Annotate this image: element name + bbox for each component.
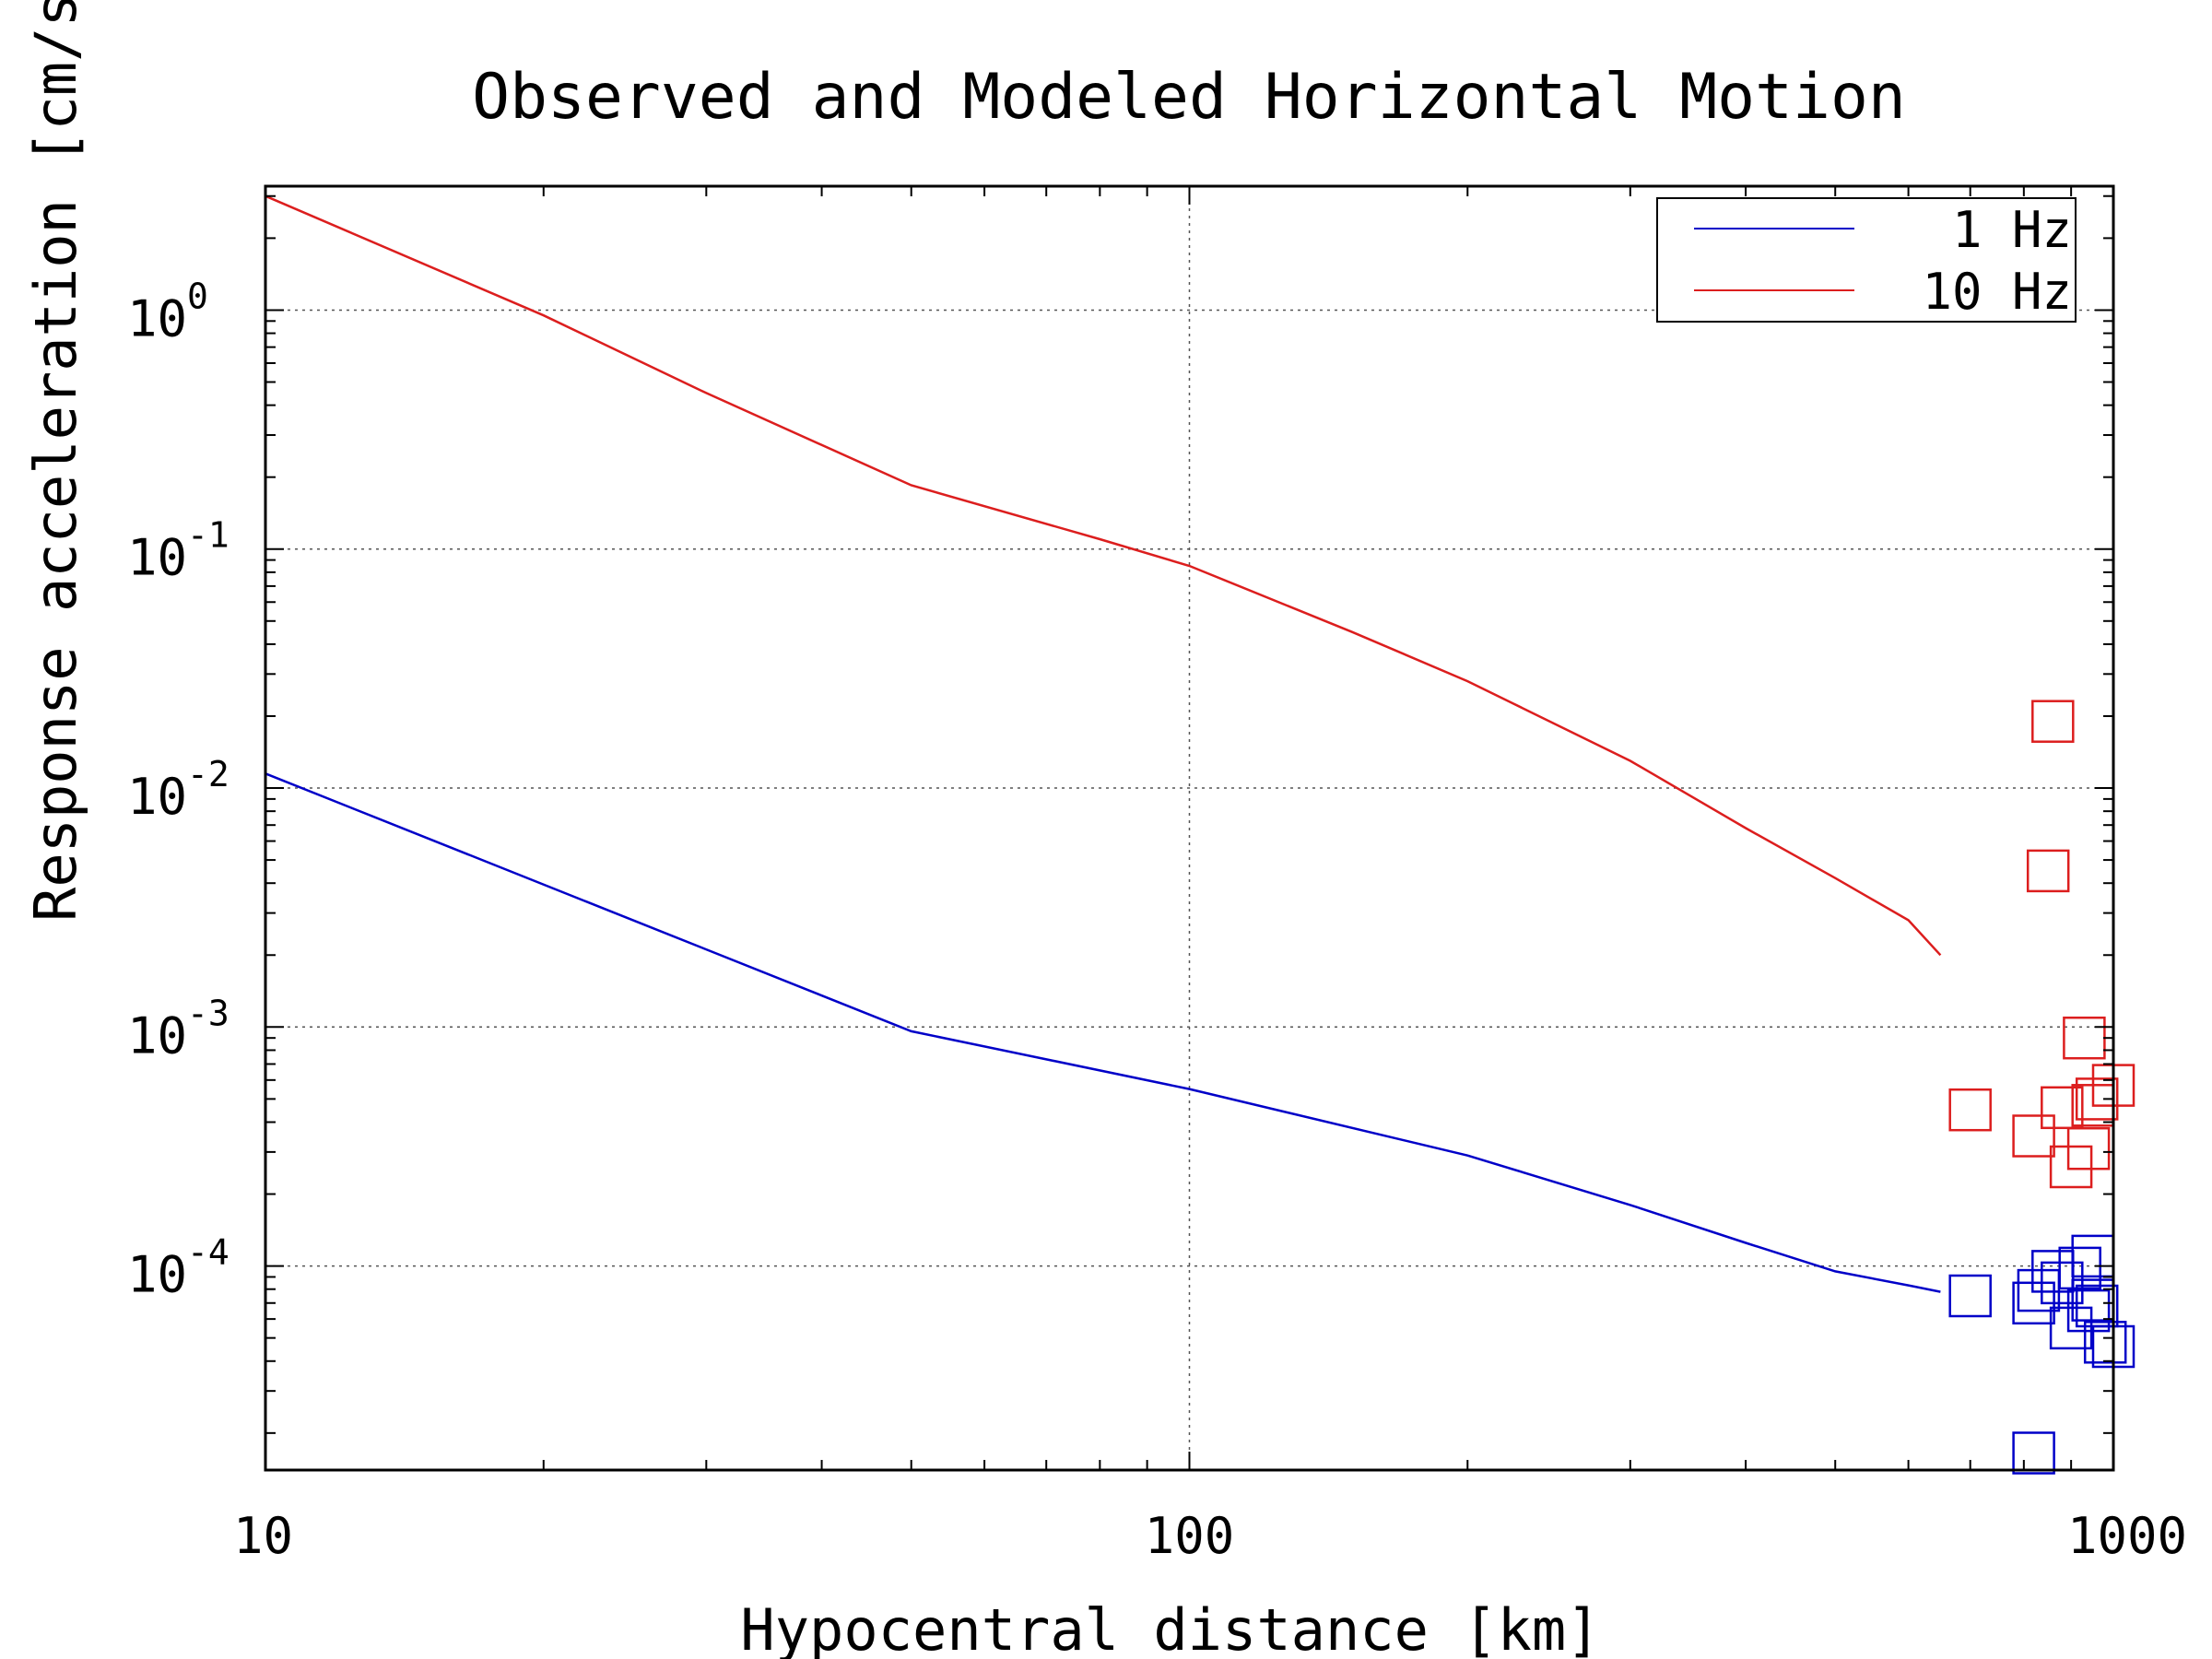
series-0-point-12 (2083, 1321, 2127, 1364)
y-tick-label-exponent: -3 (187, 993, 229, 1033)
x-tick-label-1: 100 (1145, 1507, 1235, 1565)
series-1-point-10 (2066, 1126, 2111, 1171)
axes (264, 184, 2115, 1472)
y-tick-label-3: 10-3 (127, 993, 229, 1065)
series-0 (265, 772, 2136, 1475)
y-tick-label-exponent: 0 (187, 276, 208, 316)
y-tick-label-exponent: -4 (187, 1232, 229, 1273)
x-tick-label-2: 1000 (2067, 1507, 2187, 1565)
series-0-point-10 (2075, 1284, 2119, 1328)
y-tick-label-exponent: -1 (187, 515, 229, 556)
series-0-point-5 (2031, 1250, 2075, 1293)
series-0-point-6 (2049, 1306, 2093, 1350)
series-1-point-0 (1948, 1088, 1992, 1132)
series-1-point-6 (2063, 1016, 2106, 1060)
series-0-point-13 (2012, 1431, 2055, 1475)
grid-lines (265, 186, 2113, 1470)
series-1-point-4 (2041, 1086, 2084, 1130)
y-tick-label-0: 100 (127, 276, 208, 347)
series-layer (265, 194, 2136, 1475)
y-tick-label-base: 10 (127, 529, 187, 587)
y-axis-label: Response acceleration [cm/s2] (18, 0, 89, 922)
y-tick-label-2: 10-2 (127, 754, 229, 826)
series-1-point-7 (2075, 1077, 2119, 1121)
legend-box (1656, 197, 2077, 323)
legend-label-10hz: 10 Hz (1922, 263, 2072, 321)
series-1-point-3 (2031, 700, 2075, 743)
series-0-point-0 (1948, 1274, 1992, 1318)
series-1-point-1 (2012, 1114, 2055, 1158)
y-tick-label-1: 10-1 (127, 515, 229, 587)
series-1-model-line (265, 194, 1942, 957)
series-0-point-8 (2058, 1246, 2101, 1290)
y-tick-label-exponent: -2 (187, 754, 229, 794)
legend-label-1hz: 1 Hz (1952, 201, 2072, 259)
series-0-point-11 (2066, 1288, 2111, 1333)
x-tick-labels: 10 100 1000 (233, 1507, 2187, 1565)
y-tick-label-base: 10 (127, 1246, 187, 1304)
x-tick-label-0: 10 (233, 1507, 293, 1565)
chart-title: Observed and Modeled Horizontal Motion (472, 61, 1906, 134)
y-tick-label-base: 10 (127, 289, 187, 347)
series-0-point-7 (2041, 1261, 2084, 1305)
y-tick-label-base: 10 (127, 1006, 187, 1065)
x-axis-label: Hypocentral distance [km] (740, 1596, 1600, 1659)
series-0-model-line (265, 772, 1941, 1293)
y-axis-label-main: Response acceleration [cm/s (22, 0, 89, 922)
series-0-point-9 (2071, 1234, 2114, 1278)
legend: 1 Hz 10 Hz (1656, 197, 2077, 323)
series-0-point-4 (2017, 1268, 2061, 1312)
series-1 (265, 194, 2136, 1189)
series-1-point-9 (2049, 1145, 2093, 1189)
series-1-point-2 (2026, 849, 2070, 893)
y-tick-label-4: 10-4 (127, 1232, 229, 1304)
y-tick-label-base: 10 (127, 768, 187, 826)
